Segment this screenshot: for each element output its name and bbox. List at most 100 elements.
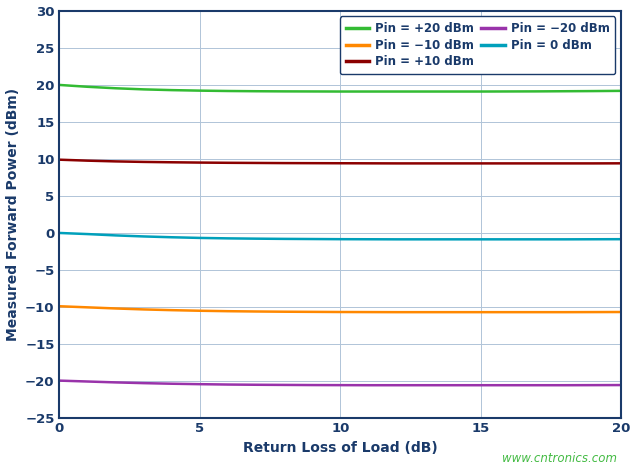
- Pin = +20 dBm: [308, 89, 316, 94]
- Pin = −10 dBm: [225, 308, 232, 314]
- Line: Pin = −20 dBm: Pin = −20 dBm: [60, 381, 621, 385]
- Pin = +10 dBm: [477, 161, 485, 166]
- Pin = −10 dBm: [168, 307, 176, 313]
- Pin = 0 dBm: [280, 236, 288, 242]
- Pin = −10 dBm: [112, 306, 120, 311]
- Pin = +20 dBm: [392, 89, 400, 94]
- Pin = −20 dBm: [392, 383, 400, 388]
- Pin = 0 dBm: [140, 234, 148, 239]
- Pin = −20 dBm: [140, 380, 148, 386]
- Pin = 0 dBm: [590, 236, 597, 242]
- Pin = 0 dBm: [252, 236, 260, 242]
- Pin = 0 dBm: [533, 236, 541, 242]
- Line: Pin = +20 dBm: Pin = +20 dBm: [60, 85, 621, 92]
- Pin = +10 dBm: [421, 161, 429, 166]
- Pin = −20 dBm: [364, 383, 372, 388]
- Pin = +10 dBm: [533, 161, 541, 166]
- Pin = −20 dBm: [308, 382, 316, 388]
- Pin = +20 dBm: [280, 88, 288, 94]
- Pin = +20 dBm: [84, 84, 92, 90]
- Pin = +10 dBm: [196, 160, 204, 165]
- Pin = 0 dBm: [505, 236, 513, 242]
- Pin = +20 dBm: [196, 88, 204, 94]
- Pin = −20 dBm: [505, 383, 513, 388]
- Pin = +10 dBm: [590, 161, 597, 166]
- Pin = 0 dBm: [364, 236, 372, 242]
- Line: Pin = +10 dBm: Pin = +10 dBm: [60, 160, 621, 164]
- Pin = +20 dBm: [533, 88, 541, 94]
- Pin = −10 dBm: [364, 309, 372, 315]
- Pin = +20 dBm: [590, 88, 597, 94]
- Pin = +20 dBm: [140, 86, 148, 92]
- Pin = 0 dBm: [112, 233, 120, 238]
- Pin = 0 dBm: [196, 235, 204, 241]
- Pin = +10 dBm: [140, 159, 148, 164]
- Pin = +20 dBm: [618, 88, 625, 94]
- Pin = −20 dBm: [477, 383, 485, 388]
- Pin = +10 dBm: [56, 157, 64, 163]
- Pin = −20 dBm: [618, 382, 625, 388]
- Pin = +10 dBm: [168, 159, 176, 165]
- Pin = −10 dBm: [196, 308, 204, 313]
- Pin = −10 dBm: [421, 309, 429, 315]
- Pin = 0 dBm: [56, 230, 64, 236]
- Pin = +20 dBm: [505, 89, 513, 94]
- Pin = −10 dBm: [140, 306, 148, 312]
- Pin = −10 dBm: [533, 309, 541, 315]
- Pin = −20 dBm: [225, 382, 232, 387]
- Pin = +20 dBm: [336, 89, 344, 94]
- Pin = 0 dBm: [84, 231, 92, 237]
- Pin = +10 dBm: [364, 160, 372, 166]
- X-axis label: Return Loss of Load (dB): Return Loss of Load (dB): [243, 441, 438, 455]
- Pin = 0 dBm: [618, 236, 625, 242]
- Pin = −20 dBm: [84, 379, 92, 384]
- Pin = +20 dBm: [252, 88, 260, 94]
- Pin = 0 dBm: [336, 236, 344, 242]
- Pin = 0 dBm: [392, 236, 400, 242]
- Pin = +10 dBm: [225, 160, 232, 165]
- Pin = 0 dBm: [421, 236, 429, 242]
- Pin = +20 dBm: [225, 88, 232, 94]
- Pin = +10 dBm: [618, 160, 625, 166]
- Pin = −20 dBm: [590, 382, 597, 388]
- Pin = +20 dBm: [477, 89, 485, 94]
- Pin = 0 dBm: [225, 235, 232, 241]
- Pin = −20 dBm: [561, 383, 569, 388]
- Pin = −10 dBm: [618, 309, 625, 315]
- Y-axis label: Measured Forward Power (dBm): Measured Forward Power (dBm): [6, 87, 20, 341]
- Pin = +20 dBm: [561, 88, 569, 94]
- Pin = +10 dBm: [505, 161, 513, 166]
- Pin = 0 dBm: [308, 236, 316, 242]
- Line: Pin = −10 dBm: Pin = −10 dBm: [60, 306, 621, 312]
- Legend: Pin = +20 dBm, Pin = −10 dBm, Pin = +10 dBm, Pin = −20 dBm, Pin = 0 dBm: Pin = +20 dBm, Pin = −10 dBm, Pin = +10 …: [340, 16, 616, 74]
- Pin = −10 dBm: [252, 309, 260, 314]
- Pin = +20 dBm: [421, 89, 429, 94]
- Pin = −10 dBm: [280, 309, 288, 314]
- Pin = −20 dBm: [56, 378, 64, 384]
- Pin = +20 dBm: [168, 87, 176, 93]
- Line: Pin = 0 dBm: Pin = 0 dBm: [60, 233, 621, 239]
- Pin = −10 dBm: [84, 305, 92, 310]
- Pin = −20 dBm: [196, 381, 204, 387]
- Pin = +10 dBm: [561, 161, 569, 166]
- Pin = 0 dBm: [449, 236, 457, 242]
- Pin = −10 dBm: [561, 309, 569, 315]
- Pin = −10 dBm: [308, 309, 316, 315]
- Pin = −10 dBm: [590, 309, 597, 315]
- Pin = −20 dBm: [336, 382, 344, 388]
- Pin = +10 dBm: [392, 161, 400, 166]
- Pin = −10 dBm: [56, 304, 64, 309]
- Pin = −10 dBm: [336, 309, 344, 315]
- Pin = −20 dBm: [421, 383, 429, 388]
- Pin = +10 dBm: [112, 158, 120, 164]
- Pin = −20 dBm: [280, 382, 288, 388]
- Pin = +10 dBm: [280, 160, 288, 166]
- Pin = 0 dBm: [561, 236, 569, 242]
- Pin = −20 dBm: [112, 380, 120, 385]
- Pin = −10 dBm: [505, 309, 513, 315]
- Pin = +20 dBm: [112, 86, 120, 91]
- Pin = −10 dBm: [449, 309, 457, 315]
- Pin = +20 dBm: [364, 89, 372, 94]
- Pin = 0 dBm: [168, 235, 176, 240]
- Pin = +10 dBm: [252, 160, 260, 166]
